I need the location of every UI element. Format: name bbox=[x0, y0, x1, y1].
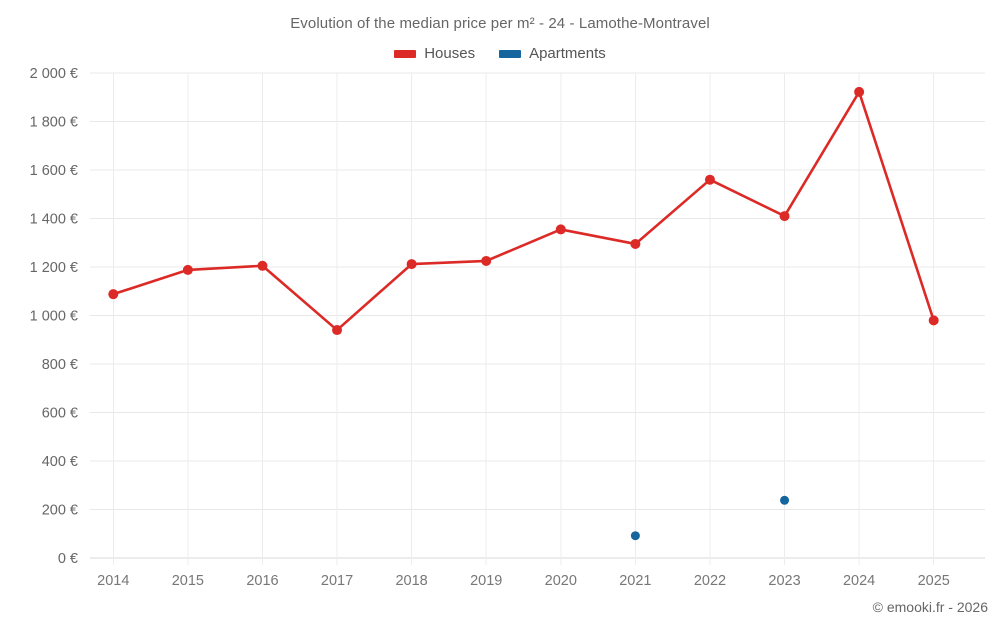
legend-item-apartments[interactable]: Apartments bbox=[499, 45, 606, 62]
data-point-houses-2021[interactable] bbox=[630, 238, 641, 249]
x-tick-label: 2018 bbox=[395, 573, 427, 589]
data-point-apartments-2023[interactable] bbox=[780, 495, 790, 505]
legend-color-swatch-apartments bbox=[499, 49, 522, 58]
data-point-houses-2019[interactable] bbox=[481, 255, 492, 266]
x-axis-tick-labels: 2014 2015 2016 2017 2018 2019 2020 2021 2022 2023… bbox=[97, 573, 950, 589]
data-point-houses-2023[interactable] bbox=[779, 211, 790, 222]
x-tick-label: 2025 bbox=[918, 573, 950, 589]
data-point-houses-2025[interactable] bbox=[928, 315, 939, 326]
vertical-grid-layer bbox=[112, 73, 935, 565]
data-point-houses-2014[interactable] bbox=[108, 289, 119, 300]
x-tick-label: 2017 bbox=[321, 573, 353, 589]
data-point-houses-2015[interactable] bbox=[182, 264, 193, 275]
grid-layer bbox=[90, 72, 985, 559]
y-tick-label: 1 600 € bbox=[30, 163, 78, 179]
y-tick-label: 400 € bbox=[42, 454, 78, 470]
y-tick-label: 1 000 € bbox=[30, 309, 78, 325]
x-tick-label: 2015 bbox=[172, 573, 204, 589]
data-series-layer bbox=[108, 86, 939, 541]
y-tick-label: 200 € bbox=[42, 503, 78, 519]
data-point-houses-2022[interactable] bbox=[704, 174, 715, 185]
x-tick-label: 2014 bbox=[97, 573, 129, 589]
x-tick-label: 2024 bbox=[843, 573, 875, 589]
x-tick-label: 2016 bbox=[246, 573, 278, 589]
series-line-houses bbox=[111, 90, 936, 332]
data-point-houses-2024[interactable] bbox=[854, 86, 865, 97]
y-tick-label: 1 200 € bbox=[30, 260, 78, 276]
legend-color-swatch-houses bbox=[394, 49, 417, 58]
y-tick-label: 1 800 € bbox=[30, 115, 78, 131]
y-tick-label: 1 400 € bbox=[30, 212, 78, 228]
chart-title: Evolution of the median price per m² - 2… bbox=[290, 15, 710, 32]
y-tick-label: 600 € bbox=[42, 406, 78, 422]
data-point-houses-2018[interactable] bbox=[406, 259, 417, 270]
data-point-houses-2020[interactable] bbox=[555, 224, 566, 235]
chart-legend: Houses Apartments bbox=[0, 45, 1000, 62]
data-point-houses-2016[interactable] bbox=[257, 260, 268, 271]
legend-label-houses: Houses bbox=[424, 45, 476, 62]
y-tick-label: 2 000 € bbox=[30, 66, 78, 82]
y-tick-label: 0 € bbox=[58, 551, 78, 567]
x-tick-label: 2019 bbox=[470, 573, 502, 589]
data-point-houses-2017[interactable] bbox=[332, 325, 343, 336]
x-tick-label: 2022 bbox=[694, 573, 726, 589]
x-tick-label: 2020 bbox=[545, 573, 577, 589]
x-tick-label: 2021 bbox=[619, 573, 651, 589]
data-point-apartments-2021[interactable] bbox=[630, 531, 640, 541]
x-tick-label: 2023 bbox=[768, 573, 800, 589]
legend-item-houses[interactable]: Houses bbox=[394, 45, 475, 62]
y-tick-label: 800 € bbox=[42, 357, 78, 373]
legend-label-apartments: Apartments bbox=[529, 45, 606, 62]
footer-credit: © emooki.fr - 2026 bbox=[872, 599, 988, 615]
y-axis-tick-labels: 0 € 200 € 400 € 600 € 800 € 1 000 € 1 200 € 1 4… bbox=[30, 66, 78, 567]
